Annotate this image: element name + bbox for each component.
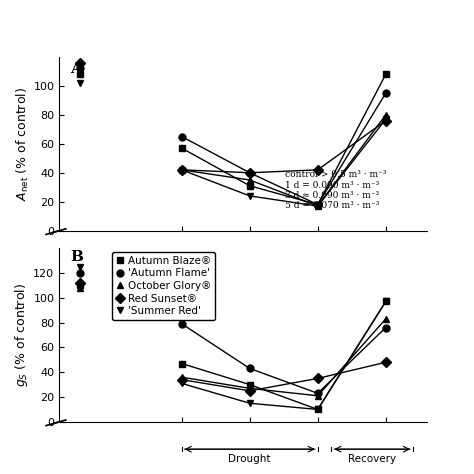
- Y-axis label: $A_{\mathrm{net}}$ (% of control): $A_{\mathrm{net}}$ (% of control): [15, 87, 31, 201]
- Text: B: B: [70, 250, 83, 264]
- Legend: Autumn Blaze®, 'Autumn Flame', October Glory®, Red Sunset®, 'Summer Red': Autumn Blaze®, 'Autumn Flame', October G…: [112, 252, 215, 320]
- Text: A: A: [70, 62, 82, 76]
- Text: control > 0.5 m³ · m⁻³
1 d = 0.090 m³ · m⁻³
3 d ≈ 0.090 m³ · m⁻³
5 d = 0.070 m³ : control > 0.5 m³ · m⁻³ 1 d = 0.090 m³ · …: [285, 170, 387, 210]
- Text: Drought: Drought: [228, 454, 271, 464]
- Y-axis label: $g_{S}$ (% of control): $g_{S}$ (% of control): [13, 283, 30, 387]
- Text: Recovery: Recovery: [348, 454, 396, 464]
